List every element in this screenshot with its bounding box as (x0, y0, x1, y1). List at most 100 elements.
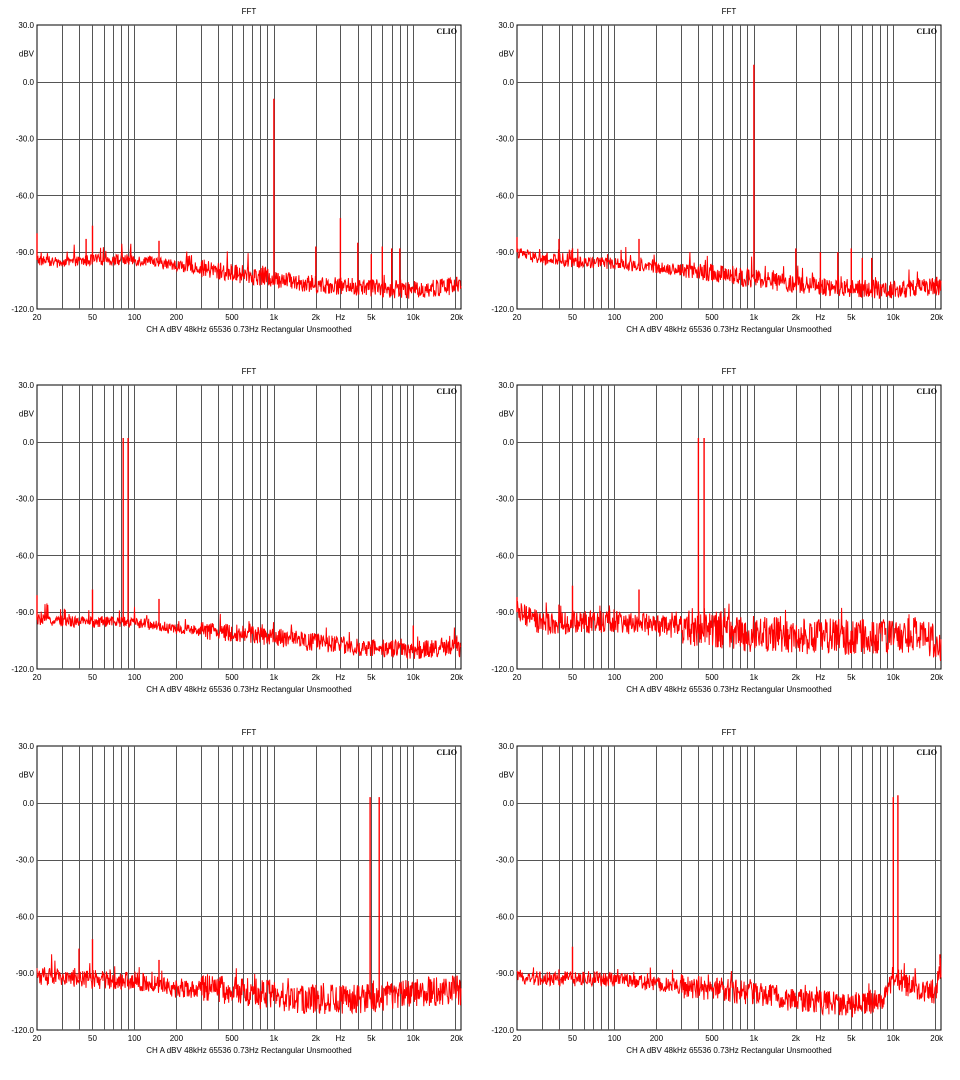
brand-label: CLIO (917, 387, 937, 396)
chart-footer: CH A dBV 48kHz 65536 0.73Hz Rectangular … (146, 325, 351, 334)
x-tick-label: 5k (847, 313, 856, 322)
x-tick-label: 50 (88, 673, 97, 682)
x-tick-label: 200 (170, 1034, 184, 1043)
x-tick-label: 500 (225, 673, 239, 682)
chart-footer: CH A dBV 48kHz 65536 0.73Hz Rectangular … (626, 325, 831, 334)
y-tick-label: -60.0 (496, 551, 515, 560)
x-tick-label: 100 (608, 1034, 622, 1043)
y-tick-label: 0.0 (23, 438, 35, 447)
x-tick-label: 20 (513, 673, 522, 682)
x-tick-label: 200 (170, 673, 184, 682)
y-tick-label: -120.0 (491, 1026, 514, 1035)
y-tick-label: -30.0 (16, 135, 35, 144)
chart-title: FFT (242, 7, 257, 16)
x-tick-label: 2k (312, 673, 321, 682)
x-tick-label: 200 (650, 1034, 664, 1043)
y-tick-label: -90.0 (16, 969, 35, 978)
brand-label: CLIO (917, 27, 937, 36)
brand-label: CLIO (437, 748, 457, 757)
fft-chart-6: FFT CLIO 30.0 0.0 -30.0 -60.0 -90.0 -120.0 dBV 20… (491, 728, 944, 1055)
y-tick-label: 0.0 (503, 78, 515, 87)
chart-footer: CH A dBV 48kHz 65536 0.73Hz Rectangular … (146, 1046, 351, 1055)
fft-chart-3: FFT CLIO 30.0 0.0 -30.0 -60.0 -90.0 -120.0 dBV 20… (11, 367, 464, 694)
fft-chart-5: FFT CLIO 30.0 0.0 -30.0 -60.0 -90.0 -120.0 dBV 20… (11, 728, 464, 1055)
y-unit-label: dBV (19, 49, 35, 58)
x-tick-label: 500 (225, 313, 239, 322)
y-tick-label: -60.0 (16, 912, 35, 921)
y-unit-label: dBV (19, 770, 35, 779)
y-tick-label: -30.0 (16, 495, 35, 504)
brand-label: CLIO (437, 27, 457, 36)
x-tick-label: 500 (705, 1034, 719, 1043)
x-tick-label: 1k (270, 673, 279, 682)
y-tick-label: 0.0 (503, 799, 515, 808)
x-tick-label: 200 (650, 673, 664, 682)
plot-area (516, 745, 942, 1031)
x-tick-label: 20 (33, 673, 42, 682)
x-tick-label: 500 (225, 1034, 239, 1043)
x-tick-label: 10k (887, 1034, 901, 1043)
x-tick-label: 5k (847, 673, 856, 682)
y-tick-label: 0.0 (23, 799, 35, 808)
brand-label: CLIO (917, 748, 937, 757)
x-tick-label: Hz (815, 313, 825, 322)
y-tick-label: 30.0 (498, 742, 514, 751)
fft-chart-1: FFT CLIO 30.0 0.0 -30.0 -60.0 -90.0 -120.0 dBV 20… (11, 7, 464, 334)
x-tick-label: 1k (270, 1034, 279, 1043)
x-tick-label: 20k (450, 313, 464, 322)
y-tick-label: -90.0 (496, 248, 515, 257)
y-tick-label: -30.0 (496, 856, 515, 865)
spectrum-trace (516, 601, 942, 661)
y-tick-label: -60.0 (16, 191, 35, 200)
y-unit-label: dBV (19, 409, 35, 418)
y-tick-label: 0.0 (23, 78, 35, 87)
x-tick-label: 500 (705, 673, 719, 682)
spectrum-trace (36, 243, 462, 299)
x-tick-label: 20k (930, 1034, 944, 1043)
y-tick-label: -90.0 (16, 248, 35, 257)
chart-title: FFT (722, 7, 737, 16)
y-tick-label: -120.0 (491, 665, 514, 674)
x-tick-label: Hz (815, 1034, 825, 1043)
y-unit-label: dBV (499, 770, 515, 779)
x-tick-label: 1k (750, 313, 759, 322)
chart-title: FFT (242, 728, 257, 737)
spectrum-trace (516, 958, 942, 1018)
chart-footer: CH A dBV 48kHz 65536 0.73Hz Rectangular … (146, 685, 351, 694)
x-tick-label: 500 (705, 313, 719, 322)
x-tick-label: 20 (513, 1034, 522, 1043)
y-tick-label: -60.0 (496, 912, 515, 921)
fft-chart-2: FFT CLIO 30.0 0.0 -30.0 -60.0 -90.0 -120.0 dBV 20… (491, 7, 944, 334)
x-tick-label: 5k (367, 1034, 376, 1043)
y-tick-label: -90.0 (16, 608, 35, 617)
x-tick-label: 20 (33, 313, 42, 322)
x-tick-label: 10k (407, 673, 421, 682)
x-tick-label: 2k (792, 673, 801, 682)
y-tick-label: -30.0 (496, 135, 515, 144)
y-unit-label: dBV (499, 409, 515, 418)
y-tick-label: -30.0 (496, 495, 515, 504)
y-tick-label: 30.0 (18, 381, 34, 390)
y-tick-label: -30.0 (16, 856, 35, 865)
x-tick-label: 200 (650, 313, 664, 322)
chart-title: FFT (242, 367, 257, 376)
x-tick-label: 20k (450, 673, 464, 682)
x-tick-label: 100 (128, 313, 142, 322)
x-tick-label: 10k (407, 1034, 421, 1043)
x-tick-label: 5k (367, 673, 376, 682)
x-tick-label: 50 (568, 1034, 577, 1043)
x-tick-label: 100 (128, 1034, 142, 1043)
y-tick-label: -120.0 (11, 665, 34, 674)
y-tick-label: -90.0 (496, 608, 515, 617)
y-tick-label: 0.0 (503, 438, 515, 447)
x-tick-label: 1k (270, 313, 279, 322)
x-tick-label: 20 (33, 1034, 42, 1043)
y-tick-label: -60.0 (496, 191, 515, 200)
x-tick-label: Hz (335, 673, 345, 682)
x-tick-label: 20k (930, 313, 944, 322)
x-tick-label: 1k (750, 673, 759, 682)
x-tick-label: Hz (335, 1034, 345, 1043)
x-tick-label: 1k (750, 1034, 759, 1043)
x-tick-label: 5k (847, 1034, 856, 1043)
